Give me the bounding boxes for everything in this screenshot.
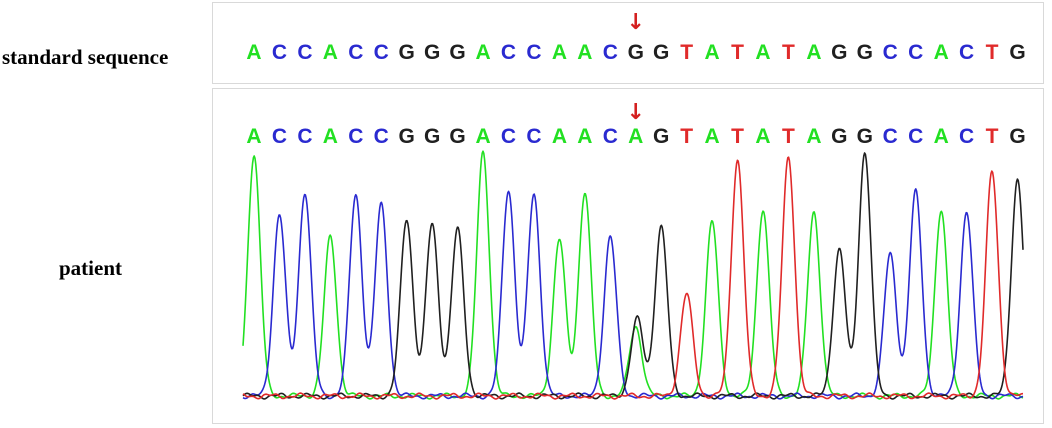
- patient-base-23: G: [831, 125, 847, 148]
- standard-base-26: C: [908, 41, 923, 64]
- patient-base-17: T: [680, 125, 693, 148]
- standard-sequence-panel: ↓ A C C A C C G G G A C C A A C G G T A T A T A G G C C A C T G: [212, 2, 1044, 84]
- patient-base-4: C: [348, 125, 363, 148]
- patient-base-25: C: [883, 125, 898, 148]
- standard-base-14: C: [603, 41, 618, 64]
- patient-base-26: C: [908, 125, 923, 148]
- standard-base-1: C: [272, 41, 287, 64]
- standard-base-27: A: [934, 41, 949, 64]
- standard-base-13: A: [577, 41, 592, 64]
- patient-base-24: G: [857, 125, 873, 148]
- patient-chromatogram-panel: ↓ A C C A C C G G G A C C A A C A G T A T A T A G G C C A C T G: [212, 88, 1044, 424]
- standard-base-23: G: [831, 41, 847, 64]
- standard-sequence-strip: ↓A C C A C C G G G A C C A A C G G T A T A T A G G C C A C T G: [246, 10, 1025, 64]
- standard-base-5: C: [374, 41, 389, 64]
- standard-base-28: C: [959, 41, 974, 64]
- patient-base-7: G: [424, 125, 440, 148]
- standard-base-17: T: [680, 41, 693, 64]
- trace-t: [242, 156, 1023, 400]
- standard-base-10: C: [501, 41, 516, 64]
- patient-base-30: G: [1009, 125, 1025, 148]
- standard-base-9: A: [475, 41, 490, 64]
- standard-base-3: A: [323, 41, 338, 64]
- standard-base-12: A: [552, 41, 567, 64]
- standard-base-25: C: [883, 41, 898, 64]
- patient-base-2: C: [297, 125, 312, 148]
- patient-base-28: C: [959, 125, 974, 148]
- standard-base-2: C: [297, 41, 312, 64]
- patient-chromatogram: ↓A C C A C C G G G A C C A A C A G T A T A T A G G C C A C T G: [242, 100, 1026, 400]
- patient-base-6: G: [399, 125, 415, 148]
- patient-base-20: A: [755, 125, 770, 148]
- standard-base-20: A: [755, 41, 770, 64]
- standard-base-0: A: [246, 41, 261, 64]
- patient-base-11: C: [526, 125, 541, 148]
- patient-base-15: A: [628, 125, 643, 148]
- standard-base-15: G: [628, 41, 644, 64]
- trace-a: [242, 150, 1024, 400]
- standard-base-30: G: [1009, 41, 1025, 64]
- patient-base-22: A: [806, 125, 821, 148]
- standard-base-21: T: [782, 41, 795, 64]
- patient-base-1: C: [272, 125, 287, 148]
- patient-base-8: G: [449, 125, 465, 148]
- patient-base-18: A: [705, 125, 720, 148]
- patient-base-29: T: [986, 125, 999, 148]
- patient-base-0: A: [246, 125, 261, 148]
- mutation-marker-patient: ↓: [627, 100, 645, 125]
- standard-base-6: G: [399, 41, 415, 64]
- patient-base-3: A: [323, 125, 338, 148]
- standard-base-22: A: [806, 41, 821, 64]
- patient-base-5: C: [374, 125, 389, 148]
- patient-base-14: C: [603, 125, 618, 148]
- patient-base-27: A: [934, 125, 949, 148]
- trace-c: [242, 188, 1024, 400]
- patient-base-12: A: [552, 125, 567, 148]
- standard-sequence-label: standard sequence: [2, 45, 169, 69]
- standard-base-19: T: [731, 41, 744, 64]
- standard-base-11: C: [526, 41, 541, 64]
- standard-base-8: G: [449, 41, 465, 64]
- patient-base-16: G: [653, 125, 669, 148]
- patient-base-10: C: [501, 125, 516, 148]
- patient-base-19: T: [731, 125, 744, 148]
- patient-base-21: T: [782, 125, 795, 148]
- standard-base-7: G: [424, 41, 440, 64]
- patient-base-9: A: [475, 125, 490, 148]
- standard-base-24: G: [857, 41, 873, 64]
- standard-base-29: T: [986, 41, 999, 64]
- standard-base-4: C: [348, 41, 363, 64]
- patient-label: patient: [59, 256, 122, 280]
- trace-g: [242, 152, 1024, 400]
- standard-base-16: G: [653, 41, 669, 64]
- standard-base-18: A: [705, 41, 720, 64]
- patient-base-13: A: [577, 125, 592, 148]
- mutation-marker-standard: ↓: [627, 10, 645, 35]
